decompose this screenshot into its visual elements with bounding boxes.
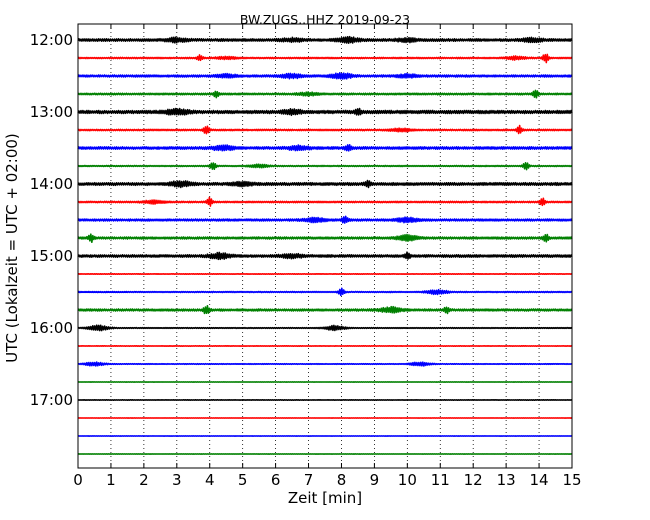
trace-line-1600: [77, 324, 573, 332]
y-tick-label: 15:00: [30, 247, 73, 265]
y-tick-label: 17:00: [30, 391, 73, 409]
plot-frame: [77, 23, 573, 469]
y-tick-label: 16:00: [30, 319, 73, 337]
trace-line-1500: [77, 251, 573, 261]
trace-line-1445: [77, 233, 573, 244]
traces-group: [77, 35, 573, 455]
y-tick-label: 13:00: [30, 103, 73, 121]
grid-lines: [110, 24, 540, 468]
x-tick-label: 13: [497, 471, 516, 489]
trace-line-1215: [77, 53, 573, 64]
x-tick-label: 1: [106, 471, 116, 489]
trace-line-1545: [77, 305, 573, 315]
x-axis-label: Zeit [min]: [288, 489, 362, 507]
x-tick-label: 2: [139, 471, 149, 489]
x-tick-label: 15: [562, 471, 581, 489]
trace-line-1300: [77, 107, 573, 117]
x-tick-label: 3: [172, 471, 182, 489]
y-axis-label: UTC (Lokalzeit = UTC + 02:00): [3, 133, 21, 363]
chart-title: BW.ZUGS..HHZ 2019-09-23: [240, 12, 410, 27]
trace-line-1415: [77, 196, 573, 207]
x-tick-label: 8: [337, 471, 347, 489]
y-axis: 12:00 13:00 14:00 15:00 16:00 17:00: [30, 31, 572, 409]
trace-line-1345: [77, 161, 573, 171]
y-tick-label: 12:00: [30, 31, 73, 49]
x-tick-label: 6: [271, 471, 281, 489]
trace-line-1430: [77, 215, 573, 224]
trace-line-1530: [77, 287, 573, 297]
trace-line-1630: [77, 361, 573, 367]
y-tick-label: 14:00: [30, 175, 73, 193]
x-tick-label: 12: [464, 471, 483, 489]
x-tick-label: 9: [370, 471, 380, 489]
x-axis: 0 1 2 3 4 5 6 7 8 9 10 11 12 13 14 15: [73, 24, 582, 489]
x-tick-label: 0: [73, 471, 83, 489]
trace-line-1400: [77, 179, 573, 189]
x-tick-label: 14: [530, 471, 549, 489]
trace-line-1330: [77, 144, 573, 152]
trace-line-1200: [77, 35, 573, 44]
x-tick-label: 5: [238, 471, 248, 489]
x-tick-label: 11: [431, 471, 450, 489]
trace-line-1245: [77, 89, 573, 99]
trace-line-1315: [77, 124, 573, 135]
trace-line-1515: [77, 272, 573, 276]
x-tick-label: 10: [398, 471, 417, 489]
x-tick-label: 7: [304, 471, 314, 489]
trace-line-1230: [77, 72, 573, 80]
x-tick-label: 4: [205, 471, 215, 489]
